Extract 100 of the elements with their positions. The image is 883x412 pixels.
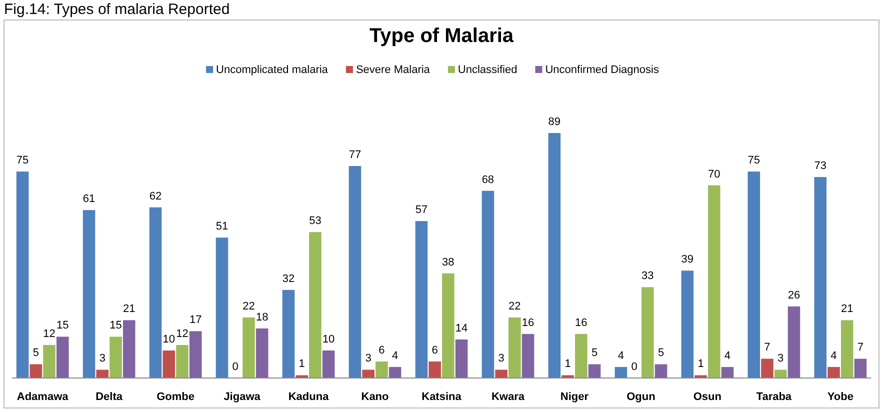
bar xyxy=(428,361,441,378)
bar xyxy=(508,317,521,378)
bar xyxy=(694,375,707,378)
bar xyxy=(788,306,800,378)
bar xyxy=(176,344,188,378)
data-label: 21 xyxy=(122,303,136,316)
bar xyxy=(189,331,202,378)
data-label: 4 xyxy=(724,350,731,362)
data-label: 12 xyxy=(176,328,188,340)
x-tick-label: Taraba xyxy=(756,391,792,403)
bar xyxy=(162,350,176,378)
data-label: 4 xyxy=(830,350,837,362)
bar xyxy=(96,370,109,378)
data-label: 3 xyxy=(778,352,784,365)
data-label: 1 xyxy=(298,358,305,370)
bar xyxy=(110,336,122,378)
data-label: 5 xyxy=(658,347,664,360)
bar xyxy=(388,366,402,378)
bar xyxy=(654,364,668,378)
data-label: 1 xyxy=(698,358,704,370)
caption: Fig.14: Types of malaria Reported xyxy=(4,1,230,18)
bar xyxy=(562,375,574,378)
data-label: 15 xyxy=(56,320,69,332)
bar xyxy=(296,375,308,378)
data-label: 5 xyxy=(591,347,598,360)
bar xyxy=(761,358,774,378)
data-label: 4 xyxy=(618,350,624,362)
data-label: 0 xyxy=(631,361,638,373)
data-label: 18 xyxy=(256,311,268,324)
chart-title: Type of Malaria xyxy=(369,25,514,47)
bar xyxy=(828,366,840,378)
bar xyxy=(56,336,69,378)
legend-label: Severe Malaria xyxy=(356,64,431,76)
data-label: 68 xyxy=(482,174,494,186)
bar xyxy=(82,210,96,378)
bar xyxy=(30,364,42,378)
bar xyxy=(681,270,694,378)
legend-label: Unclassified xyxy=(458,64,518,76)
bar xyxy=(415,221,428,378)
bar xyxy=(854,358,867,378)
data-label: 15 xyxy=(110,320,122,332)
bar xyxy=(216,238,228,378)
data-label: 75 xyxy=(16,154,29,167)
bar xyxy=(614,366,628,378)
x-tick-label: Ogun xyxy=(626,391,656,403)
data-label: 1 xyxy=(564,358,571,370)
bar xyxy=(522,334,534,378)
bar xyxy=(548,133,561,378)
bar xyxy=(149,207,162,378)
data-label: 7 xyxy=(764,342,770,354)
data-label: 33 xyxy=(642,270,654,282)
data-label: 73 xyxy=(814,160,826,172)
bar xyxy=(309,232,322,378)
data-label: 22 xyxy=(508,300,521,312)
bar xyxy=(708,185,720,378)
bar xyxy=(641,287,654,378)
data-label: 12 xyxy=(43,328,56,340)
x-tick-label: Kwara xyxy=(491,391,526,403)
x-tick-label: Kaduna xyxy=(288,391,330,403)
bar xyxy=(322,350,335,378)
bar xyxy=(588,364,601,378)
data-label: 38 xyxy=(442,256,454,268)
legend-label: Uncomplicated malaria xyxy=(216,64,329,76)
data-label: 51 xyxy=(216,220,228,233)
bar xyxy=(840,320,854,378)
x-tick-label: Jigawa xyxy=(224,391,262,403)
bar xyxy=(748,172,760,378)
data-label: 75 xyxy=(748,154,760,167)
x-tick-label: Niger xyxy=(560,391,590,403)
bar xyxy=(348,166,362,378)
bar xyxy=(16,172,29,378)
data-label: 61 xyxy=(82,193,96,206)
data-label: 6 xyxy=(378,344,385,356)
data-label: 14 xyxy=(455,322,468,334)
data-label: 77 xyxy=(348,149,362,162)
data-label: 70 xyxy=(708,168,720,180)
bar xyxy=(814,177,827,378)
bar xyxy=(455,339,468,378)
data-label: 10 xyxy=(162,333,175,346)
x-tick-label: Adamawa xyxy=(16,391,70,403)
bar xyxy=(774,370,787,378)
data-label: 5 xyxy=(32,347,39,360)
data-label: 53 xyxy=(309,215,322,228)
data-label: 6 xyxy=(432,344,438,356)
x-tick-label: Kano xyxy=(361,391,390,403)
data-label: 3 xyxy=(498,352,504,365)
x-tick-label: Katsina xyxy=(422,391,462,403)
data-label: 89 xyxy=(548,116,561,128)
bar xyxy=(362,370,374,378)
bar xyxy=(256,328,268,378)
data-label: 39 xyxy=(681,254,694,266)
bar xyxy=(721,366,734,378)
data-label: 22 xyxy=(242,300,255,312)
data-label: 7 xyxy=(857,342,864,354)
data-label: 21 xyxy=(840,303,854,316)
bar xyxy=(122,320,136,378)
bar xyxy=(442,273,454,378)
data-label: 17 xyxy=(189,314,202,326)
bar xyxy=(242,317,255,378)
data-label: 3 xyxy=(365,352,372,365)
